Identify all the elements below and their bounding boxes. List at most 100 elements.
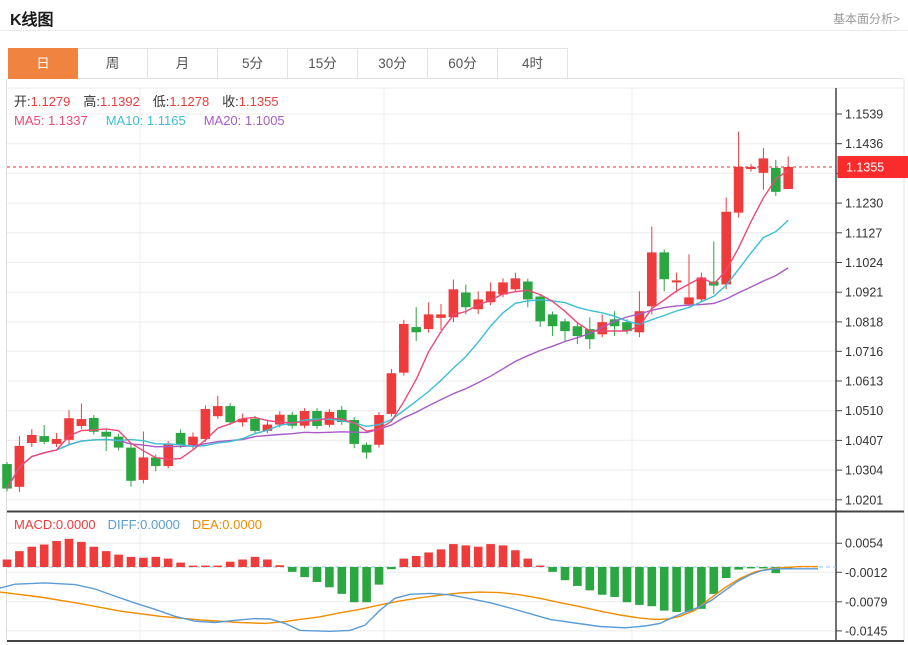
candle-body — [101, 431, 111, 437]
dea-value-legend: DEA:0.0000 — [191, 517, 263, 532]
svg-text:1.0407: 1.0407 — [845, 434, 883, 448]
candle-body — [361, 444, 372, 453]
macd-bar — [746, 567, 756, 569]
macd-bar — [486, 544, 495, 567]
svg-text:1.1539: 1.1539 — [845, 108, 883, 122]
tab-日[interactable]: 日 — [8, 48, 78, 79]
svg-text:1.0921: 1.0921 — [845, 286, 883, 300]
macd-bar — [77, 541, 86, 567]
candle-body — [51, 438, 62, 444]
macd-bar — [399, 558, 409, 567]
fundamental-analysis-link[interactable]: 基本面分析> — [832, 12, 900, 26]
macd-bar — [225, 561, 235, 567]
candle-body — [436, 314, 446, 318]
candle-body — [733, 166, 744, 213]
svg-text:1.0613: 1.0613 — [845, 375, 883, 389]
candle-body — [535, 296, 545, 322]
candle-body — [39, 436, 49, 442]
candle-body — [64, 418, 74, 440]
macd-bar — [52, 541, 61, 567]
macd-bar — [610, 567, 619, 597]
macd-bar — [188, 565, 198, 567]
macd-bar — [597, 567, 607, 595]
svg-text:1.1355: 1.1355 — [846, 161, 884, 175]
open-value: 1.1279 — [30, 94, 71, 109]
candle-body — [448, 289, 459, 318]
diff-value-legend: DIFF:0.0000 — [107, 517, 180, 532]
tab-周[interactable]: 周 — [78, 48, 148, 79]
candle-body — [671, 280, 682, 283]
tab-4时[interactable]: 4时 — [498, 48, 568, 79]
tab-60分[interactable]: 60分 — [428, 48, 498, 79]
macd-bar — [2, 559, 12, 567]
macd-bar — [622, 567, 632, 603]
period-tabs: 日周月 5分 15分 30分 60分 4时 — [8, 48, 568, 79]
macd-bar — [734, 567, 743, 570]
ma5-legend: MA5: 1.1337 — [14, 113, 88, 128]
svg-text:1.0304: 1.0304 — [845, 464, 883, 478]
candle-body — [684, 297, 694, 305]
low-value: 1.1278 — [169, 94, 210, 109]
svg-text:-0.0145: -0.0145 — [845, 624, 887, 638]
svg-text:-0.0079: -0.0079 — [845, 595, 887, 609]
tab-15分[interactable]: 15分 — [288, 48, 358, 79]
header-divider — [0, 30, 908, 31]
macd-bar — [411, 555, 421, 567]
candle-body — [399, 323, 409, 373]
macd-bar — [548, 567, 557, 572]
macd-bar — [114, 554, 123, 567]
tab-5分[interactable]: 5分 — [218, 48, 288, 79]
macd-bar — [709, 567, 719, 594]
macd-bar — [647, 567, 657, 607]
macd-bar — [560, 567, 570, 581]
candle-body — [237, 418, 248, 423]
candle-body — [461, 292, 471, 308]
diff-line — [0, 568, 818, 633]
candle-body — [337, 409, 347, 422]
candle-body — [175, 432, 186, 446]
ma5-line — [6, 169, 789, 489]
macd-bar — [238, 559, 247, 567]
candle-body — [423, 314, 434, 330]
candle-body — [572, 326, 583, 337]
macd-bar — [436, 549, 446, 567]
macd-bar — [659, 567, 669, 611]
macd-bar — [535, 565, 545, 567]
candle-body — [622, 322, 632, 332]
close-value: 1.1355 — [238, 94, 279, 109]
macd-bar — [201, 565, 210, 567]
svg-text:0.0054: 0.0054 — [845, 537, 883, 551]
candle-body — [126, 447, 136, 481]
macd-bar — [697, 567, 706, 609]
macd-bar — [151, 556, 161, 567]
macd-bar — [461, 545, 471, 567]
ma20-legend: MA20: 1.1005 — [203, 113, 285, 128]
tabs-baseline — [568, 78, 903, 79]
macd-bar — [263, 559, 272, 567]
macd-bar — [139, 557, 148, 567]
high-value: 1.1392 — [100, 94, 140, 109]
tab-30分[interactable]: 30分 — [358, 48, 428, 79]
macd-bar — [374, 567, 384, 585]
page-title: K线图 — [10, 12, 54, 29]
macd-bar — [449, 544, 458, 567]
candle-body — [647, 252, 657, 307]
macd-bar — [523, 558, 533, 567]
macd-bar — [89, 546, 99, 567]
candle-body — [510, 278, 521, 290]
candle-body — [151, 457, 161, 467]
macd-bar — [325, 567, 334, 588]
ma20-line — [6, 267, 789, 489]
tab-月[interactable]: 月 — [148, 48, 218, 79]
svg-text:1.1127: 1.1127 — [845, 226, 882, 240]
candle-body — [225, 406, 235, 423]
candle-body — [386, 373, 397, 414]
macd-bar — [573, 567, 582, 586]
candle-body — [746, 167, 756, 170]
macd-bar — [312, 567, 322, 582]
macd-bar — [64, 538, 74, 567]
macd-bar — [337, 567, 347, 594]
candle-body — [287, 414, 297, 426]
macd-bar — [15, 551, 24, 567]
